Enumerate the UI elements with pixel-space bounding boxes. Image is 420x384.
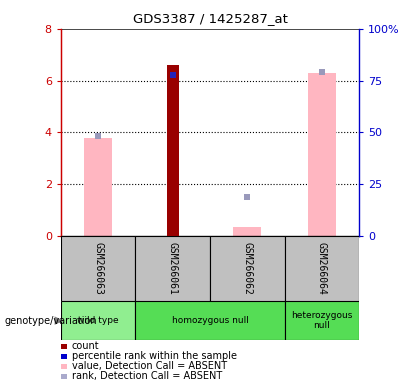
Bar xyxy=(135,301,285,340)
Text: GSM266061: GSM266061 xyxy=(168,242,178,295)
Bar xyxy=(233,227,261,236)
Bar xyxy=(285,301,359,340)
Bar xyxy=(84,138,112,236)
Text: count: count xyxy=(72,341,100,351)
Text: homozygous null: homozygous null xyxy=(171,316,249,325)
Text: rank, Detection Call = ABSENT: rank, Detection Call = ABSENT xyxy=(72,371,222,381)
Bar xyxy=(167,65,178,236)
Text: heterozygous
null: heterozygous null xyxy=(291,311,352,330)
Text: GSM266062: GSM266062 xyxy=(242,242,252,295)
Text: GDS3387 / 1425287_at: GDS3387 / 1425287_at xyxy=(133,12,287,25)
Text: value, Detection Call = ABSENT: value, Detection Call = ABSENT xyxy=(72,361,227,371)
Bar xyxy=(61,301,135,340)
Bar xyxy=(210,236,285,301)
Text: GSM266063: GSM266063 xyxy=(93,242,103,295)
Bar xyxy=(308,73,336,236)
Bar xyxy=(61,236,135,301)
Text: GSM266064: GSM266064 xyxy=(317,242,327,295)
Text: wild type: wild type xyxy=(77,316,119,325)
Bar xyxy=(135,236,210,301)
Text: percentile rank within the sample: percentile rank within the sample xyxy=(72,351,237,361)
Text: genotype/variation: genotype/variation xyxy=(4,316,97,326)
Bar xyxy=(285,236,359,301)
